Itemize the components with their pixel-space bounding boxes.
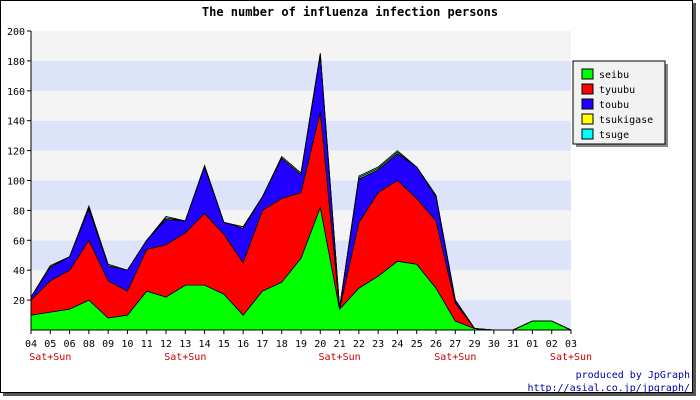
weekend-label: Sat+Sun: [550, 352, 592, 363]
y-tick-label: 140: [7, 117, 25, 128]
legend-label-tyuubu: tyuubu: [599, 85, 635, 96]
x-tick-label: 21: [334, 339, 346, 350]
x-tick-label: 02: [546, 339, 558, 350]
x-tick-label: 18: [276, 339, 288, 350]
x-tick-label: 27: [449, 339, 461, 350]
y-tick-label: 60: [13, 236, 25, 247]
x-tick-label: 03: [565, 339, 577, 350]
x-tick-label: 08: [83, 339, 95, 350]
y-tick-label: 100: [7, 177, 25, 188]
series-areas: [30, 53, 572, 331]
weekend-label: Sat+Sun: [434, 352, 476, 363]
y-tick-label: 20: [13, 296, 25, 307]
y-tick-label: 160: [7, 87, 25, 98]
x-tick-label: 30: [488, 339, 500, 350]
plot-band: [31, 90, 571, 121]
x-tick-label: 10: [121, 339, 133, 350]
plot-band: [31, 60, 571, 91]
legend-swatch-seibu: [581, 68, 594, 80]
x-tick-label: 22: [353, 339, 365, 350]
chart-title: The number of influenza infection person…: [202, 5, 498, 19]
x-tick-label: 19: [295, 339, 307, 350]
x-tick-label: 09: [102, 339, 114, 350]
credit-line-2[interactable]: http://asial.co.jp/jpgraph/: [527, 383, 690, 394]
y-tick-label: 180: [7, 57, 25, 68]
legend: seibu tyuubu toubu tsukigase tsuge: [572, 60, 668, 147]
x-tick-label: 11: [141, 339, 153, 350]
y-tick-labels: 20 40 60 80 100 120 140 160 180 200: [7, 27, 31, 307]
x-tick-label: 20: [314, 339, 326, 350]
x-tick-label: 31: [507, 339, 519, 350]
legend-label-tsuge: tsuge: [599, 130, 629, 141]
weekend-label: Sat+Sun: [318, 352, 360, 363]
x-tick-label: 13: [179, 339, 191, 350]
legend-swatch-tsukigase: [581, 113, 594, 125]
x-tick-label: 06: [64, 339, 76, 350]
legend-swatch-toubu: [581, 98, 594, 110]
y-tick-label: 40: [13, 266, 25, 277]
x-tick-label: 04: [25, 339, 37, 350]
x-tick-label: 12: [160, 339, 172, 350]
legend-label-seibu: seibu: [599, 70, 629, 81]
x-tick-label: 14: [199, 339, 211, 350]
legend-label-tsukigase: tsukigase: [599, 115, 653, 126]
x-tick-label: 17: [256, 339, 268, 350]
legend-swatch-tyuubu: [581, 83, 594, 95]
x-tick-labels: 04 05 06 08 09 10 11 12 13 14 15 16 17 18 19 20 21 22 23 24…: [25, 330, 577, 350]
x-tick-label: 01: [526, 339, 538, 350]
plot-band: [31, 120, 571, 151]
x-tick-label: 15: [218, 339, 230, 350]
x-tick-label: 26: [430, 339, 442, 350]
y-tick-label: 200: [7, 27, 25, 38]
y-tick-label: 80: [13, 206, 25, 217]
weekend-labels: Sat+Sun Sat+Sun Sat+Sun Sat+Sun Sat+Sun: [29, 352, 592, 363]
x-tick-label: 05: [44, 339, 56, 350]
weekend-label: Sat+Sun: [29, 352, 71, 363]
x-tick-label: 29: [469, 339, 481, 350]
legend-swatch-tsuge: [581, 128, 594, 140]
x-tick-label: 24: [391, 339, 403, 350]
x-tick-label: 23: [372, 339, 384, 350]
legend-label-toubu: toubu: [599, 100, 629, 111]
y-tick-label: 120: [7, 147, 25, 158]
credit-line-1: produced by JpGraph: [576, 370, 690, 381]
x-tick-label: 25: [411, 339, 423, 350]
plot-band: [31, 31, 571, 61]
x-tick-label: 16: [237, 339, 249, 350]
weekend-label: Sat+Sun: [164, 352, 206, 363]
